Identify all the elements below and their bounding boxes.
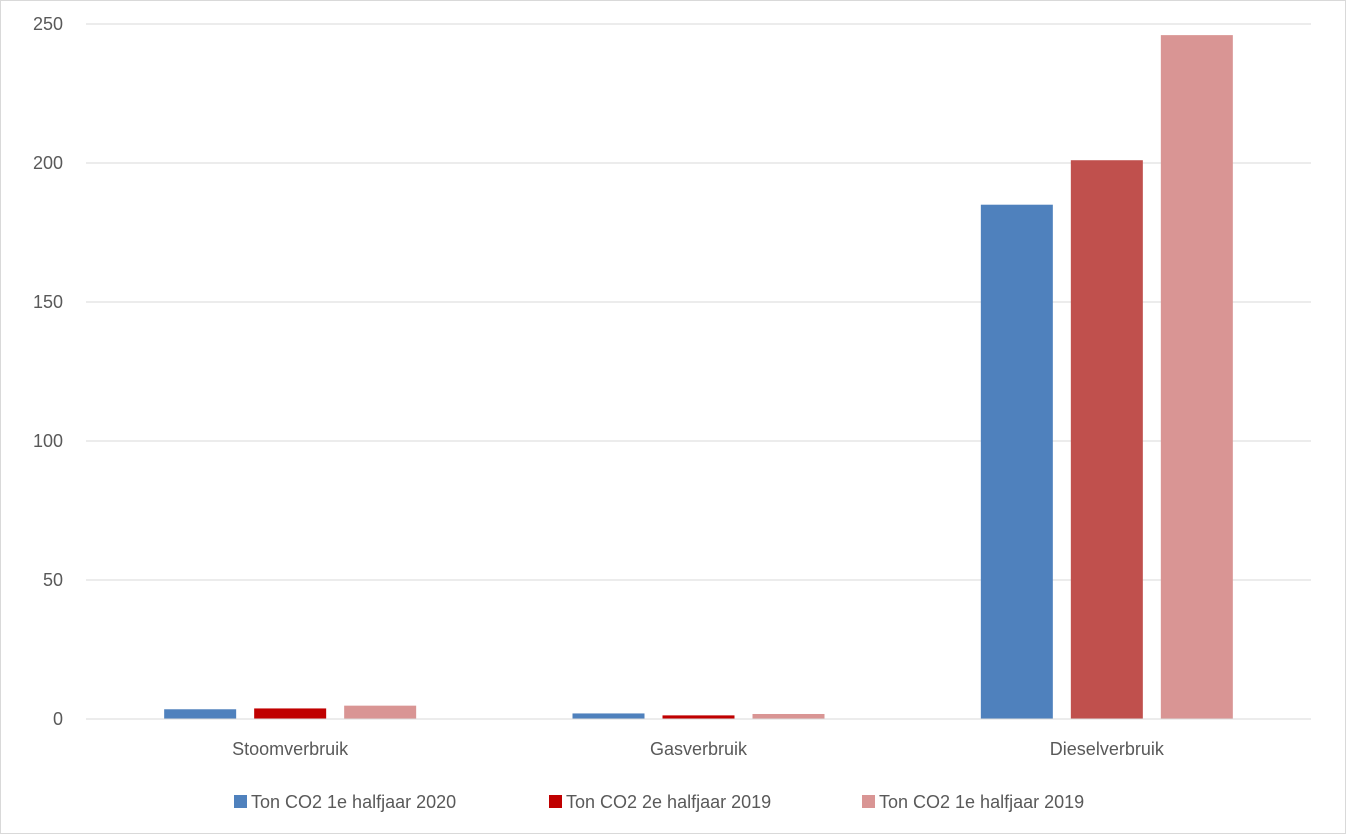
legend-swatch (862, 795, 875, 808)
bar-stoomverbruik-series-3 (344, 705, 417, 719)
x-axis-category-labels: Stoomverbruik Gasverbruik Dieselverbruik (232, 739, 1165, 759)
legend: Ton CO2 1e halfjaar 2020 Ton CO2 2e halfj… (234, 792, 1084, 812)
bar-gasverbruik-series-1 (572, 713, 645, 719)
bar-stoomverbruik-series-2 (254, 708, 327, 719)
x-category-label: Gasverbruik (650, 739, 748, 759)
y-tick-label: 150 (33, 292, 63, 312)
legend-swatch (234, 795, 247, 808)
y-tick-label: 0 (53, 709, 63, 729)
y-tick-label: 100 (33, 431, 63, 451)
x-category-label: Dieselverbruik (1050, 739, 1165, 759)
y-tick-label: 250 (33, 14, 63, 34)
bar-gasverbruik-series-2 (662, 715, 735, 719)
bar-stoomverbruik-series-1 (164, 709, 237, 719)
bars (164, 35, 1233, 720)
legend-label: Ton CO2 1e halfjaar 2019 (879, 792, 1084, 812)
legend-label: Ton CO2 1e halfjaar 2020 (251, 792, 456, 812)
legend-label: Ton CO2 2e halfjaar 2019 (566, 792, 771, 812)
bar-dieselverbruik-series-1 (980, 204, 1053, 719)
y-tick-label: 200 (33, 153, 63, 173)
legend-swatch (549, 795, 562, 808)
y-axis-tick-labels: 0 50 100 150 200 250 (33, 14, 63, 729)
bar-gasverbruik-series-3 (752, 713, 825, 719)
bar-dieselverbruik-series-2 (1070, 160, 1143, 720)
y-tick-label: 50 (43, 570, 63, 590)
bar-dieselverbruik-series-3 (1160, 35, 1233, 720)
x-category-label: Stoomverbruik (232, 739, 349, 759)
